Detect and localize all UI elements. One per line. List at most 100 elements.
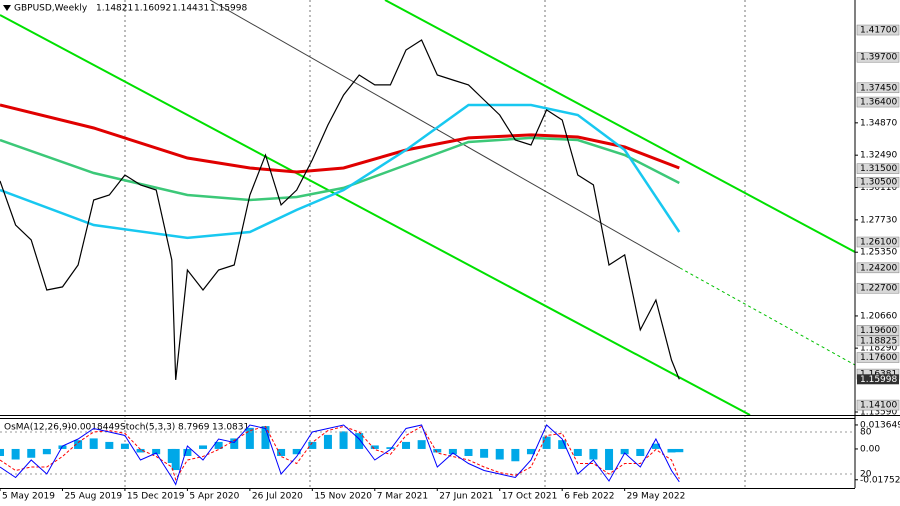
level-box [856,163,900,174]
osma-bar [675,448,684,453]
level-box [856,96,900,108]
osma-bar [526,448,535,455]
quote-open: 1.14821 [96,4,133,14]
osma-bar [11,448,20,460]
osma-bar [417,440,426,449]
y-tick-label: 1.20660 [860,311,897,321]
osma-tick-label: -0.017524 [860,475,900,485]
stoch-signal-value: 13.0831 [212,423,249,433]
osma-bar [0,448,4,456]
osma-bar [245,427,254,449]
quote-close: 1.15998 [210,4,247,14]
osma-bar [27,448,36,458]
level-label: 1.24200 [860,263,897,273]
osma-bar [323,434,332,449]
osma-bar [183,448,192,456]
osma-bar [152,448,161,455]
level-label: 1.26100 [860,238,897,248]
osma-bar [339,431,348,449]
x-tick-label: 26 Jul 2020 [252,492,303,502]
osma-bar [58,445,67,449]
osma-bar [402,441,411,449]
plot [0,39,681,380]
osma-bar [292,448,301,455]
osma-bar [171,448,180,471]
moving-average [0,136,680,202]
stoch-main-value: 8.7969 [178,423,210,433]
osma-bar [448,448,457,455]
y-tick-label: 1.13590 [860,408,897,418]
osma-bar [386,447,395,449]
level-label: 1.17600 [860,353,897,363]
level-box [856,399,900,411]
osma-bar [636,448,645,456]
level-box [856,262,900,274]
x-tick-label: 17 Oct 2021 [502,492,558,502]
osma-bar [308,441,317,449]
level-label: 1.18825 [860,336,897,346]
y-tick-label: 1.25350 [860,248,897,258]
stoch-tick-label: 20 [860,470,872,480]
osma-bar [542,436,551,449]
osma-bar [558,440,567,449]
x-tick-label: 15 Dec 2019 [127,492,185,502]
osma-bar [199,445,208,449]
osma-bar [120,443,129,449]
moving-average [0,103,680,174]
x-tick-label: 15 Nov 2020 [314,492,372,502]
chart-title: GBPUSD,Weekly [14,4,88,14]
level-label: 1.19600 [860,326,897,336]
level-box [856,24,900,36]
level-box [856,51,900,63]
level-label: 1.41700 [860,26,897,36]
osma-label: OsMA(12,26,9) [4,423,71,433]
osma-bar [620,448,629,455]
osma-bar [355,433,364,449]
channel-line [384,0,856,253]
moving-average [0,103,681,240]
level-box [856,325,900,336]
osma-bar [261,426,270,449]
osma-bar [230,438,239,449]
quote-high: 1.16092 [134,4,171,14]
quote-low: 1.14431 [172,4,209,14]
osma-bar [277,448,286,456]
current-price-label: 1.15998 [860,375,897,385]
stoch-signal [0,425,680,481]
osma-bar [464,448,473,456]
trend-line [209,0,681,269]
osma-tick-label: 0.00 [860,444,880,454]
x-tick-label: 5 Apr 2020 [189,492,239,502]
osma-bar [573,448,582,456]
osma-bar [651,443,660,449]
level-label: 1.22700 [860,284,897,294]
level-box [856,335,900,347]
osma-bar [511,448,520,462]
osma-bar [89,438,98,449]
osma-bar [433,448,442,453]
osma-bar [370,445,379,449]
stoch-label: Stoch(5,3,3) [120,423,175,433]
osma-bar [495,448,504,460]
osma-bar [136,448,145,453]
level-label: 1.37450 [860,83,897,93]
osma-bar [589,448,598,460]
y-tick-label: 1.34870 [860,118,897,128]
level-label: 1.30500 [860,178,897,188]
x-tick-label: 6 Feb 2022 [564,492,614,502]
osma-bar [667,448,676,453]
price-line [0,39,680,380]
level-box [856,176,900,188]
osma-tick-label: 0.0136496 [860,420,900,430]
level-label: 1.31500 [860,164,897,174]
current-price-box [857,374,899,385]
osma-bar [605,448,614,471]
level-label: 1.36400 [860,98,897,108]
stoch-main [0,424,680,486]
osma-bar [74,440,83,449]
channel-line [0,14,751,416]
level-box [856,82,900,94]
y-tick-label: 1.30110 [860,183,897,193]
